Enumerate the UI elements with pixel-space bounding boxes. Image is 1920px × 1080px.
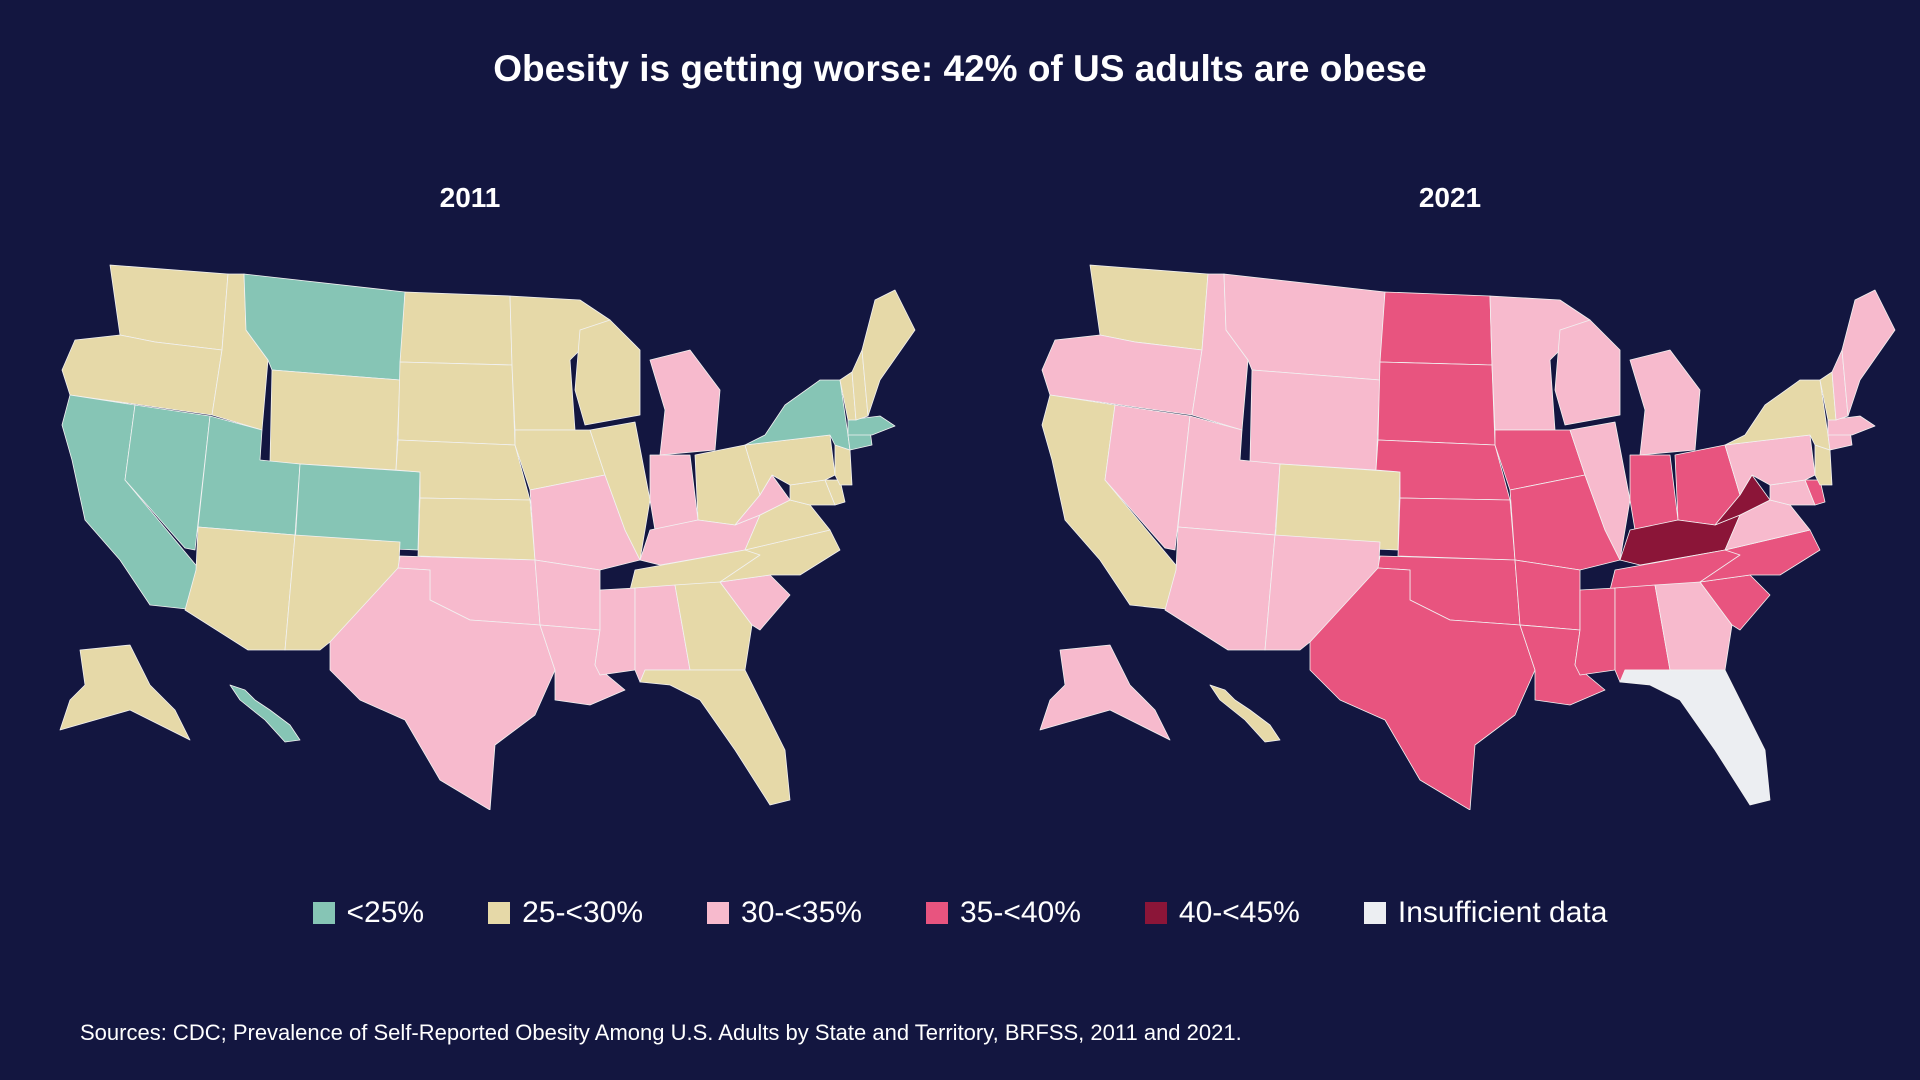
state-mi: [1629, 349, 1701, 456]
state-me: [1841, 289, 1896, 417]
state-ak: [1039, 644, 1171, 741]
state-nv: [124, 404, 211, 551]
state-de: [1804, 479, 1826, 506]
state-sd: [1377, 361, 1496, 446]
legend-item: 35-<40%: [925, 896, 1081, 930]
state-ar: [1514, 559, 1581, 631]
state-ks: [1397, 497, 1516, 561]
state-mi: [649, 349, 721, 456]
legend-label: 40-<45%: [1178, 896, 1300, 929]
state-pa: [744, 434, 836, 496]
state-in: [649, 454, 699, 531]
state-nc: [1699, 529, 1821, 583]
legend: <25% 25-<30% 30-<35% 35-<40% 40-<45% Ins…: [0, 896, 1920, 930]
state-ga: [674, 581, 753, 671]
state-wy: [1249, 369, 1381, 471]
state-mt: [243, 273, 406, 381]
state-tx: [329, 567, 556, 810]
legend-item: <25%: [312, 896, 425, 930]
state-me: [861, 289, 916, 417]
state-fl: [1619, 669, 1771, 806]
state-nd: [399, 291, 513, 366]
state-pa: [1724, 434, 1816, 496]
state-ms: [1574, 587, 1616, 676]
state-tx: [1309, 567, 1536, 810]
state-wv: [734, 474, 791, 526]
state-ms: [594, 587, 636, 676]
legend-item: 25-<30%: [488, 896, 643, 930]
legend-item: 30-<35%: [707, 896, 862, 930]
state-nj: [1814, 444, 1833, 486]
legend-swatch: [488, 902, 511, 924]
state-de: [824, 479, 846, 506]
legend-swatch: [1144, 902, 1167, 924]
state-wv: [1714, 474, 1771, 526]
state-ak: [59, 644, 191, 741]
legend-swatch: [707, 902, 730, 924]
legend-item: 40-<45%: [1144, 896, 1300, 930]
state-nj: [834, 444, 853, 486]
state-sd: [397, 361, 516, 446]
chart-title: Obesity is getting worse: 42% of US adul…: [493, 48, 1427, 89]
state-hi: [1209, 684, 1281, 743]
state-ks: [417, 497, 536, 561]
state-ar: [534, 559, 601, 631]
legend-label: 30-<35%: [741, 896, 862, 929]
state-ga: [1654, 581, 1733, 671]
state-ma: [1827, 415, 1876, 436]
us-map-2021: [1039, 264, 1896, 810]
legend-label: 35-<40%: [959, 896, 1081, 929]
legend-swatch: [925, 902, 948, 924]
legend-swatch: [1363, 902, 1386, 924]
state-ma: [847, 415, 896, 436]
state-wi: [1554, 319, 1621, 426]
state-nc: [719, 529, 841, 583]
state-wy: [269, 369, 401, 471]
us-map-2011: [59, 264, 916, 810]
legend-swatch: [312, 902, 335, 924]
map-year-label: 2021: [1418, 182, 1482, 213]
state-nv: [1104, 404, 1191, 551]
map-year-label: 2011: [439, 182, 501, 213]
state-az: [184, 526, 296, 651]
legend-label: Insufficient data: [1397, 896, 1608, 929]
legend-label: <25%: [346, 896, 425, 929]
state-hi: [229, 684, 301, 743]
state-fl: [639, 669, 791, 806]
source-note: Sources: CDC; Prevalence of Self-Reporte…: [80, 1020, 1242, 1045]
map-panel-2011: 2011: [0, 170, 940, 820]
legend-label: 25-<30%: [522, 896, 644, 929]
legend-item: Insufficient data: [1363, 896, 1608, 930]
map-panel-2021: 2021: [980, 170, 1920, 820]
state-mt: [1223, 273, 1386, 381]
state-wi: [574, 319, 641, 426]
state-in: [1629, 454, 1679, 531]
state-az: [1164, 526, 1276, 651]
state-nd: [1379, 291, 1493, 366]
